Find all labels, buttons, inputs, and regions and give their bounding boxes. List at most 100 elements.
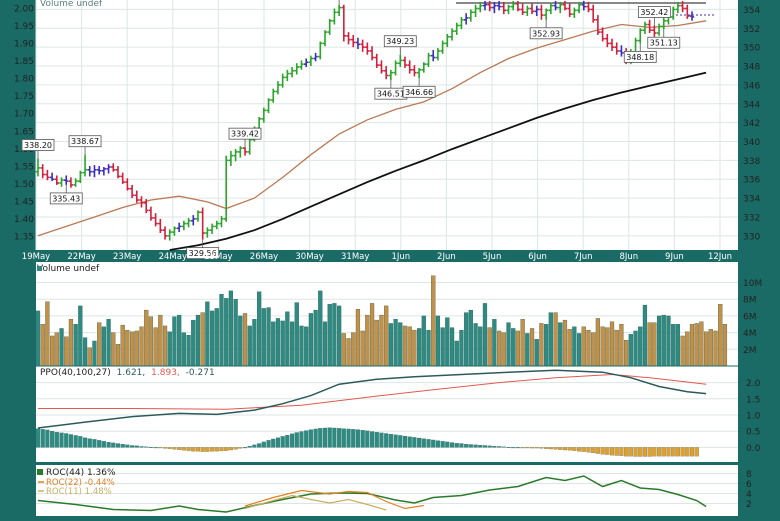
callout-box: [186, 247, 220, 260]
ppo-hist-bar: [572, 447, 577, 451]
ppo-hist-bar: [54, 432, 59, 448]
date-label: 9Jun: [665, 252, 684, 262]
volume-bar: [699, 321, 704, 367]
ohlc-bar: [515, 0, 521, 12]
ohlc-bar: [242, 147, 248, 156]
volume-bar: [520, 319, 525, 367]
volume-bar: [186, 334, 191, 367]
ppo-hist-bar: [275, 437, 281, 448]
ppo-hist-bar: [346, 428, 351, 448]
price-right-axis: 354 352 350 348 346 344 342 340 338 336 334 332 330: [743, 6, 760, 242]
volume-bar: [191, 319, 196, 367]
volume-bar: [289, 321, 295, 367]
ppo-hist-bar: [195, 447, 201, 452]
ppo-hist-bar: [624, 447, 629, 457]
volume-bar: [675, 324, 680, 367]
volume-bar: [148, 316, 154, 367]
ppo-hist-bar: [638, 447, 643, 457]
ppo-hist-bar: [64, 433, 69, 448]
ppo-hist-bar: [417, 437, 422, 448]
roc11-legend: ROC(11) 1.48%: [46, 487, 112, 497]
volume-bar: [299, 325, 304, 367]
volume-bar: [454, 340, 459, 367]
volume-bar: [332, 303, 337, 367]
ohlc-bar: [186, 217, 191, 228]
price-callout: 338.67: [68, 135, 102, 155]
volume-bar: [619, 324, 624, 367]
ppo-hist-bar: [407, 436, 412, 448]
volume-bar: [600, 326, 605, 367]
sma-short-line: [37, 20, 707, 237]
price-right-tick: 346: [743, 81, 760, 91]
ohlc-bar: [209, 223, 215, 234]
volume-bar: [115, 344, 121, 367]
ppo-hist-bar: [97, 440, 102, 448]
volume-bar: [468, 309, 473, 367]
ppo-hist-bar: [101, 441, 106, 448]
ppo-tick: 1.0: [746, 412, 761, 422]
ppo-hist-bar: [402, 435, 408, 448]
ppo-hist-bar: [242, 447, 248, 449]
callout-box: [228, 127, 262, 140]
ohlc-bar: [529, 3, 535, 15]
ohlc-bar: [543, 8, 549, 20]
ppo-hist-bar: [68, 434, 73, 448]
ppo-hist-bar: [492, 446, 497, 448]
volume-bar: [87, 347, 92, 367]
date-label: 6Jun: [528, 252, 547, 262]
price-left-tick: 1.50: [14, 180, 34, 190]
volume-bar: [449, 327, 455, 367]
volume-bar: [638, 326, 643, 367]
ppo-hist-bar: [115, 443, 121, 448]
ohlc-bar: [685, 4, 690, 19]
ppo-hist-bar: [181, 447, 186, 451]
ppo-hist-bar: [139, 446, 144, 448]
roc44-line: [37, 475, 707, 513]
ppo-hist-bar: [421, 438, 426, 448]
ohlc-bar: [247, 136, 252, 155]
ohlc-bar: [45, 169, 50, 181]
ohlc-bar: [111, 163, 116, 172]
volume-bar: [501, 332, 506, 367]
volume-bar: [266, 307, 271, 367]
volume-bar: [369, 303, 375, 367]
ohlc-bar: [49, 172, 55, 182]
ohlc-bar: [195, 210, 201, 222]
ppo-hist-bar: [238, 447, 243, 449]
price-callout: 348.18: [623, 43, 657, 63]
ohlc-bar: [609, 38, 615, 51]
volume-bar: [671, 324, 676, 367]
ohlc-bar: [181, 220, 187, 231]
volume-bar: [666, 315, 671, 367]
ohlc-bar: [355, 37, 361, 50]
volume-bar: [78, 305, 83, 367]
volume-bar: [355, 309, 361, 367]
volume-bar: [525, 333, 530, 367]
volume-bar: [459, 329, 464, 367]
volume-bar: [544, 324, 549, 367]
ppo-hist-bar: [360, 430, 365, 448]
date-label: 30May: [295, 252, 323, 262]
ohlc-bar: [562, 0, 568, 11]
ohlc-bar: [576, 1, 582, 14]
ppo-hist-bar: [200, 447, 205, 452]
ppo-hist-bar: [501, 446, 506, 448]
volume-bar: [553, 312, 558, 367]
price-callout: 335.43: [49, 184, 83, 205]
volume-bar: [402, 325, 408, 367]
callout-label: 335.43: [52, 194, 80, 203]
ohlc-bar: [219, 216, 224, 228]
callout-label: 349.23: [386, 37, 414, 46]
ppo-hist-bar: [40, 429, 45, 448]
ohlc-bar: [294, 63, 299, 75]
volume-bar: [562, 319, 568, 367]
volume-bar: [685, 331, 690, 367]
price-callout: 351.13: [647, 29, 681, 49]
price-callout: 338.20: [21, 139, 55, 159]
ohlc-bar: [506, 4, 511, 15]
volume-bar: [144, 309, 149, 367]
price-right-tick: 354: [743, 6, 760, 16]
ppo-hist-bar: [431, 439, 436, 448]
ppo-hist-bar: [515, 447, 520, 449]
roc22-legend: ROC(22) -0.44%: [46, 478, 115, 488]
